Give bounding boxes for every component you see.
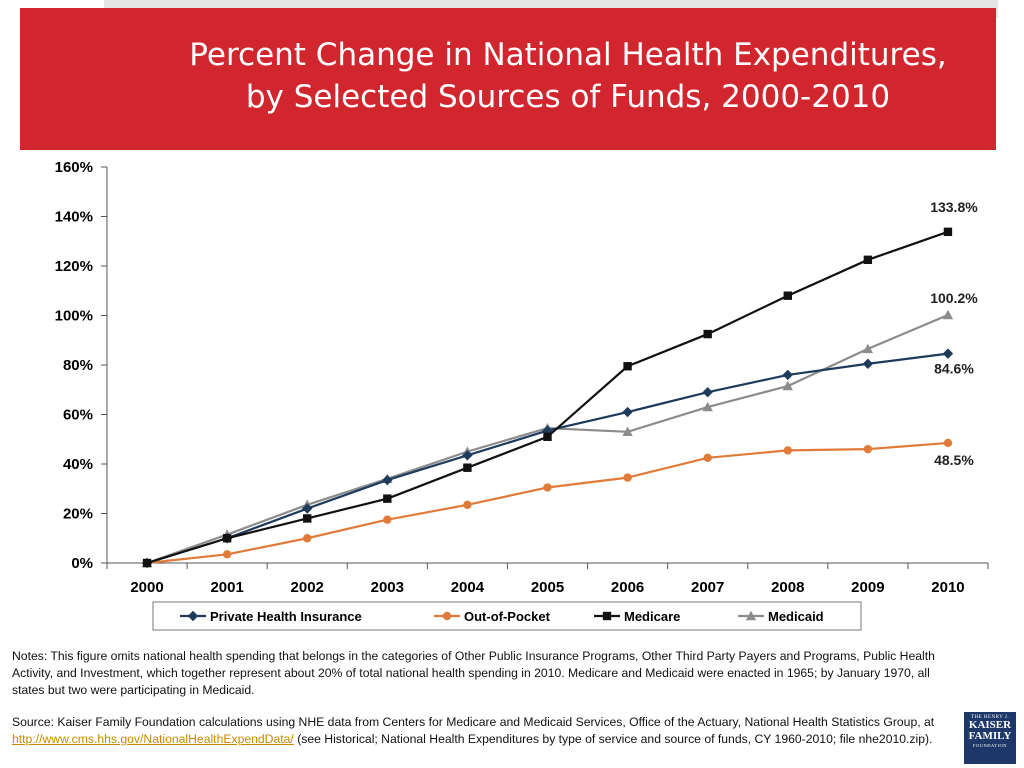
data-point-private-health-insurance xyxy=(702,387,713,398)
x-tick-label: 2000 xyxy=(130,579,163,596)
data-point-medicare xyxy=(863,255,873,265)
x-tick-label: 2007 xyxy=(691,579,724,596)
end-label-private-health-insurance: 84.6% xyxy=(934,361,974,377)
data-point-out-of-pocket xyxy=(463,500,472,510)
legend-label-out-of-pocket: Out-of-Pocket xyxy=(464,609,551,624)
x-tick-label: 2008 xyxy=(771,579,804,596)
data-point-out-of-pocket xyxy=(222,550,232,559)
legend-label-medicare: Medicare xyxy=(624,609,680,624)
data-point-private-health-insurance xyxy=(382,474,393,486)
data-point-private-health-insurance xyxy=(302,503,313,514)
y-tick-label: 100% xyxy=(55,308,93,325)
y-tick-label: 160% xyxy=(55,159,93,176)
data-point-private-health-insurance xyxy=(782,369,793,381)
legend-label-private-health-insurance: Private Health Insurance xyxy=(210,609,362,624)
y-tick-label: 20% xyxy=(63,506,93,523)
end-label-medicare: 133.8% xyxy=(930,199,978,215)
source-suffix: (see Historical; National Health Expendi… xyxy=(293,732,933,746)
data-point-medicaid xyxy=(782,380,793,391)
data-point-out-of-pocket xyxy=(543,483,552,492)
source-prefix: Source: Kaiser Family Foundation calcula… xyxy=(12,715,935,729)
line-chart: 0% 20% 40% 60% 80% 100% 120% 140% 160% 2000 2001 20… xyxy=(55,159,989,631)
x-tick-label: 2005 xyxy=(531,579,564,596)
legend-marker-out-of-pocket xyxy=(442,611,452,621)
end-label-medicaid: 100.2% xyxy=(930,290,978,306)
data-point-medicare xyxy=(142,558,152,568)
data-point-medicare xyxy=(222,534,232,543)
data-point-out-of-pocket xyxy=(943,438,953,448)
title-line-2: by Selected Sources of Funds, 2000-2010 xyxy=(245,79,891,115)
data-point-medicaid xyxy=(942,309,954,320)
y-tick-label: 120% xyxy=(55,258,93,275)
series-line-medicare xyxy=(146,230,949,565)
series-line-out-of-pocket xyxy=(146,441,949,565)
data-point-medicaid xyxy=(622,426,633,437)
logo-line-2: FAMILY xyxy=(968,730,1012,742)
data-point-out-of-pocket xyxy=(303,534,312,543)
data-point-medicare xyxy=(943,227,953,237)
title-band xyxy=(20,8,996,150)
legend-marker-private-health-insurance xyxy=(187,610,199,622)
data-point-out-of-pocket xyxy=(783,446,792,455)
series-line-private-health-insurance xyxy=(146,352,949,565)
page-title: Percent Change in National Health Expend… xyxy=(20,34,996,118)
end-label-out-of-pocket: 48.5% xyxy=(934,452,974,468)
x-tick-label: 2002 xyxy=(291,579,324,596)
legend-label-medicaid: Medicaid xyxy=(768,609,824,624)
x-tick-label: 2006 xyxy=(611,579,644,596)
data-point-medicaid xyxy=(862,343,874,354)
data-point-private-health-insurance xyxy=(622,406,633,418)
data-point-medicare xyxy=(303,514,312,523)
y-tick-label: 140% xyxy=(55,209,93,226)
notes-text: Notes: This figure omits national health… xyxy=(12,649,935,697)
x-tick-label: 2003 xyxy=(371,579,404,596)
data-point-out-of-pocket xyxy=(623,473,632,482)
y-tick-label: 0% xyxy=(71,555,93,572)
y-tick-label: 40% xyxy=(63,456,93,473)
x-tick-label: 2004 xyxy=(451,579,485,596)
chart-legend: Private Health Insurance Out-of-Pocket Med… xyxy=(152,601,862,631)
data-point-medicare xyxy=(543,432,552,441)
data-point-medicare xyxy=(623,362,632,371)
y-tick-label: 80% xyxy=(63,357,93,374)
data-point-out-of-pocket xyxy=(703,453,712,463)
x-tick-label: 2010 xyxy=(931,579,964,596)
data-point-private-health-insurance xyxy=(462,450,473,461)
data-point-out-of-pocket xyxy=(383,515,392,524)
source-link[interactable]: http://www.cms.hhs.gov/NationalHealthExp… xyxy=(12,732,294,746)
y-tick-label: 60% xyxy=(63,407,93,424)
data-point-medicare xyxy=(703,329,712,339)
logo-top-text: THE HENRY J. xyxy=(970,715,1010,720)
x-tick-label: 2009 xyxy=(851,579,884,596)
source-text: Source: Kaiser Family Foundation calcula… xyxy=(12,714,962,748)
data-point-medicare xyxy=(783,291,792,300)
data-point-out-of-pocket xyxy=(863,444,873,454)
kaiser-family-foundation-logo: THE HENRY J. KAISER FAMILY FOUNDATION xyxy=(964,712,1016,764)
legend-marker-medicare xyxy=(602,611,612,621)
logo-bottom-text: FOUNDATION xyxy=(973,743,1007,748)
data-point-medicaid xyxy=(702,401,713,412)
data-point-medicare xyxy=(463,463,472,472)
title-line-1: Percent Change in National Health Expend… xyxy=(189,37,947,73)
data-point-private-health-insurance xyxy=(862,358,874,369)
x-tick-label: 2001 xyxy=(210,579,243,596)
legend-marker-medicaid xyxy=(745,610,757,621)
logo-line-1: KAISER xyxy=(968,719,1012,731)
data-point-private-health-insurance xyxy=(942,348,954,359)
data-point-medicare xyxy=(383,494,392,503)
